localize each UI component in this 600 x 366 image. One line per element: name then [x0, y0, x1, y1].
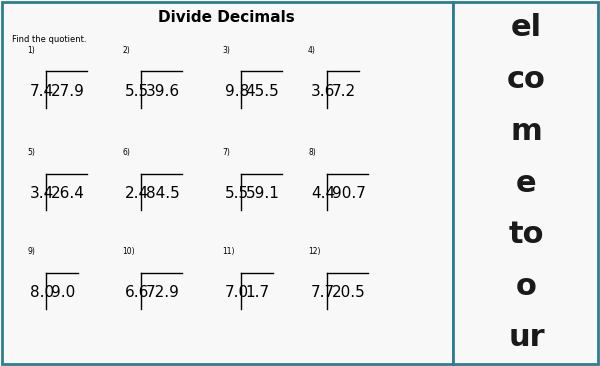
Text: 9): 9): [27, 247, 35, 256]
Text: 59.1: 59.1: [245, 187, 280, 201]
Text: 4): 4): [308, 46, 316, 55]
Text: 1.7: 1.7: [245, 285, 269, 300]
Text: 72.9: 72.9: [146, 285, 180, 300]
Text: 7.0: 7.0: [225, 285, 249, 300]
Text: 8): 8): [308, 148, 316, 157]
Text: 5.5: 5.5: [225, 187, 249, 201]
Text: 7.4: 7.4: [30, 84, 55, 99]
Text: e: e: [516, 168, 537, 198]
Text: 2.4: 2.4: [125, 187, 149, 201]
Text: 20.5: 20.5: [332, 285, 365, 300]
Text: 26.4: 26.4: [51, 187, 85, 201]
Text: o: o: [516, 272, 537, 301]
Text: ur: ur: [508, 324, 545, 352]
Text: el: el: [511, 14, 542, 42]
Text: to: to: [509, 220, 544, 249]
Text: 45.5: 45.5: [245, 84, 279, 99]
Text: 5.5: 5.5: [125, 84, 149, 99]
Text: Divide Decimals: Divide Decimals: [158, 11, 295, 26]
Text: 7.7: 7.7: [311, 285, 335, 300]
Text: 11): 11): [222, 247, 235, 256]
Text: 3): 3): [222, 46, 230, 55]
Text: 8.0: 8.0: [30, 285, 55, 300]
Text: 10): 10): [122, 247, 135, 256]
Text: 1): 1): [27, 46, 35, 55]
Text: Find the quotient.: Find the quotient.: [12, 36, 86, 45]
Text: m: m: [511, 117, 542, 146]
Text: 3.6: 3.6: [311, 84, 335, 99]
Text: 3.4: 3.4: [30, 187, 55, 201]
Text: 84.5: 84.5: [146, 187, 179, 201]
Text: 7): 7): [222, 148, 230, 157]
Text: 5): 5): [27, 148, 35, 157]
Text: 27.9: 27.9: [51, 84, 85, 99]
Text: 6): 6): [122, 148, 130, 157]
Text: 39.6: 39.6: [146, 84, 180, 99]
Text: 7.2: 7.2: [332, 84, 356, 99]
Text: 4.4: 4.4: [311, 187, 335, 201]
Bar: [453, 2, 598, 364]
Text: 9.8: 9.8: [225, 84, 249, 99]
Text: 2): 2): [122, 46, 130, 55]
Bar: [2, 2, 453, 364]
Text: 9.0: 9.0: [51, 285, 75, 300]
Text: co: co: [507, 65, 546, 94]
Text: 90.7: 90.7: [332, 187, 365, 201]
Text: 6.6: 6.6: [125, 285, 149, 300]
Text: 12): 12): [308, 247, 320, 256]
